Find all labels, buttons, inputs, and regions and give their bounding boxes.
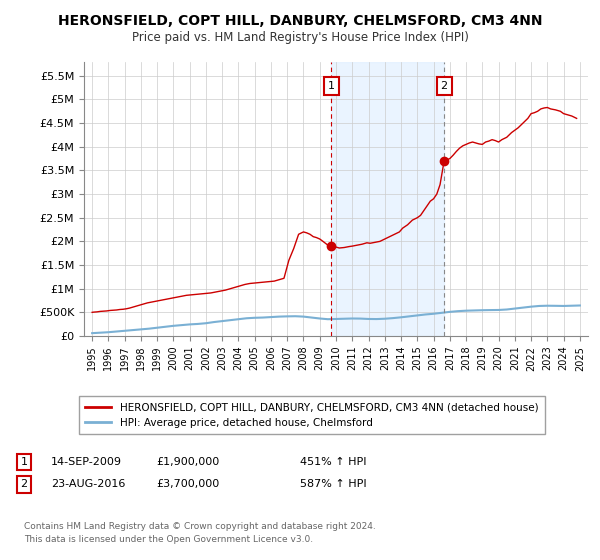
Legend: HERONSFIELD, COPT HILL, DANBURY, CHELMSFORD, CM3 4NN (detached house), HPI: Aver: HERONSFIELD, COPT HILL, DANBURY, CHELMSF… — [79, 396, 545, 434]
Text: 451% ↑ HPI: 451% ↑ HPI — [300, 457, 367, 467]
Bar — [331, 62, 444, 336]
Text: 2: 2 — [20, 479, 28, 489]
Text: 23-AUG-2016: 23-AUG-2016 — [51, 479, 125, 489]
Text: £3,700,000: £3,700,000 — [156, 479, 219, 489]
Text: 14-SEP-2009: 14-SEP-2009 — [51, 457, 122, 467]
Text: This data is licensed under the Open Government Licence v3.0.: This data is licensed under the Open Gov… — [24, 535, 313, 544]
Text: HERONSFIELD, COPT HILL, DANBURY, CHELMSFORD, CM3 4NN: HERONSFIELD, COPT HILL, DANBURY, CHELMSF… — [58, 14, 542, 28]
Text: £1,900,000: £1,900,000 — [156, 457, 219, 467]
Text: 2: 2 — [440, 81, 448, 91]
Text: Contains HM Land Registry data © Crown copyright and database right 2024.: Contains HM Land Registry data © Crown c… — [24, 522, 376, 531]
Text: Price paid vs. HM Land Registry's House Price Index (HPI): Price paid vs. HM Land Registry's House … — [131, 31, 469, 44]
Text: 1: 1 — [20, 457, 28, 467]
Text: 1: 1 — [328, 81, 335, 91]
Text: 587% ↑ HPI: 587% ↑ HPI — [300, 479, 367, 489]
